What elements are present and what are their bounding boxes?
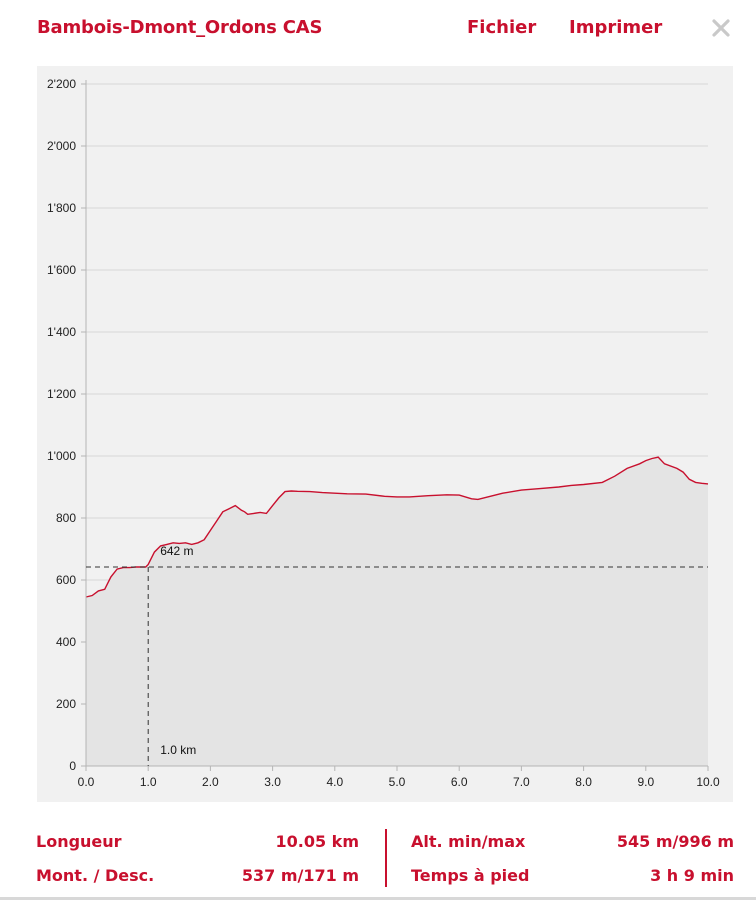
x-tick-label: 8.0 — [575, 775, 592, 789]
walking-time-label: Temps à pied — [411, 866, 530, 885]
elevation-chart-panel: 0 200 400 600 800 1'000 1'200 1'400 1'600 1'800 2'… — [37, 66, 733, 802]
y-tick-label: 0 — [69, 759, 76, 773]
x-tick-label: 10.0 — [696, 775, 720, 789]
altitude-label: Alt. min/max — [411, 832, 526, 851]
altitude-value: 545 m/996 m — [616, 832, 734, 851]
y-tick-label: 800 — [56, 511, 76, 525]
marker-altitude-label: 642 m — [160, 544, 193, 558]
close-icon — [712, 19, 730, 37]
page-title: Bambois-Dmont_Ordons CAS — [37, 17, 323, 38]
ascent-descent-value: 537 m/171 m — [241, 866, 359, 885]
elevation-chart[interactable]: 0 200 400 600 800 1'000 1'200 1'400 1'600 1'800 2'… — [37, 66, 733, 802]
x-tick-label: 6.0 — [451, 775, 468, 789]
track-stats: Longueur 10.05 km Mont. / Desc. 537 m/17… — [0, 820, 756, 900]
y-tick-label: 600 — [56, 573, 76, 587]
cursor-marker: 642 m 1.0 km — [86, 544, 708, 766]
y-tick-label: 1'600 — [47, 263, 76, 277]
y-tick-label: 400 — [56, 635, 76, 649]
elevation-area — [86, 457, 708, 766]
x-tick-label: 0.0 — [78, 775, 95, 789]
x-tick-label: 3.0 — [264, 775, 281, 789]
x-tick-label: 9.0 — [637, 775, 654, 789]
elevation-line — [85, 456, 709, 598]
print-link[interactable]: Imprimer — [569, 17, 663, 38]
x-tick-label: 1.0 — [140, 775, 157, 789]
y-tick-label: 200 — [56, 697, 76, 711]
y-tick-label: 2'200 — [47, 77, 76, 91]
y-tick-label: 2'000 — [47, 139, 76, 153]
file-menu-link[interactable]: Fichier — [467, 17, 537, 38]
bottom-border — [0, 897, 756, 900]
axes — [81, 80, 709, 771]
tick-labels: 0 200 400 600 800 1'000 1'200 1'400 1'600 1'800 2'… — [47, 77, 720, 789]
x-tick-label: 5.0 — [389, 775, 406, 789]
y-tick-label: 1'000 — [47, 449, 76, 463]
x-tick-label: 4.0 — [326, 775, 343, 789]
length-value: 10.05 km — [275, 832, 360, 851]
y-tick-label: 1'200 — [47, 387, 76, 401]
header: Bambois-Dmont_Ordons CAS Fichier Imprime… — [0, 0, 756, 60]
ascent-descent-label: Mont. / Desc. — [36, 866, 155, 885]
length-label: Longueur — [36, 832, 122, 851]
close-button[interactable] — [708, 14, 734, 42]
marker-distance-label: 1.0 km — [160, 743, 196, 757]
walking-time-value: 3 h 9 min — [650, 866, 734, 885]
x-tick-label: 7.0 — [513, 775, 530, 789]
x-tick-label: 2.0 — [202, 775, 219, 789]
y-tick-label: 1'800 — [47, 201, 76, 215]
stats-divider — [385, 829, 387, 887]
y-tick-label: 1'400 — [47, 325, 76, 339]
